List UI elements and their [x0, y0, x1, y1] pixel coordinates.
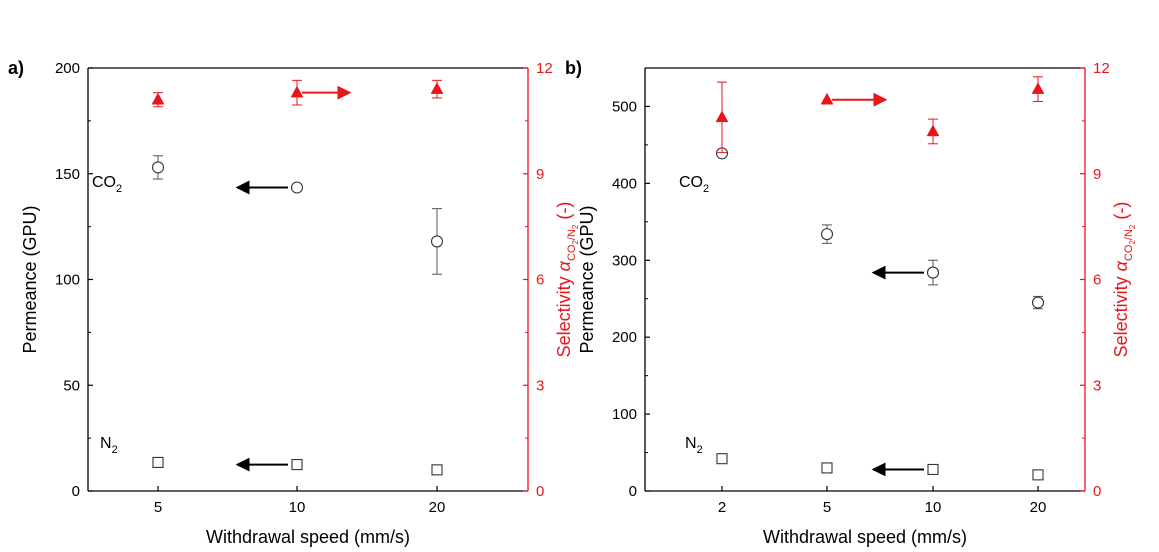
co2-data-point [820, 228, 834, 241]
x-tick-label: 2 [718, 499, 726, 516]
y-right-tick-label: 9 [1093, 166, 1101, 183]
n2-label: N2 [685, 435, 703, 456]
selectivity-data-point [1031, 82, 1045, 94]
co2-label-sub: 2 [116, 183, 122, 195]
n2-data-point [1032, 469, 1044, 481]
y-right-tick-label: 0 [536, 483, 544, 500]
selectivity-data-point [926, 124, 940, 137]
x-axis-label: Withdrawal speed (mm/s) [763, 527, 967, 547]
ylabel-alpha-symbol: α [1111, 260, 1131, 271]
y-left-tick-label: 0 [629, 483, 637, 500]
y-right-tick-label: 9 [536, 166, 544, 183]
y-right-tick-label: 3 [1093, 377, 1101, 394]
x-tick-label: 20 [429, 499, 446, 516]
ylabel-sub-co: CO [1123, 244, 1135, 261]
n2-label: N2 [100, 435, 118, 456]
x-tick-label: 10 [289, 499, 306, 516]
panel-label: b) [565, 58, 582, 78]
co2-data-point [430, 235, 444, 248]
y-right-axis-label: Selectivity αCO2/N2 (-) [1111, 202, 1137, 358]
ylabel-sub-co: CO [566, 244, 578, 261]
y-left-axis-label: Permeance (GPU) [20, 205, 40, 353]
n2-label-sub: 2 [112, 444, 118, 456]
co2-data-point [290, 181, 304, 194]
n2-label-sub: 2 [697, 444, 703, 456]
selectivity-data-point [430, 82, 444, 94]
n2-label-main: N [100, 435, 112, 452]
x-tick-label: 5 [823, 499, 831, 516]
y-right-tick-label: 6 [536, 272, 544, 289]
co2-label: CO2 [679, 174, 709, 195]
x-axis-label: Withdrawal speed (mm/s) [206, 527, 410, 547]
n2-data-point [291, 459, 303, 471]
co2-data-point [926, 266, 940, 279]
y-left-tick-label: 50 [63, 377, 80, 394]
co2-label-main: CO [679, 174, 703, 191]
y-left-tick-label: 150 [55, 166, 80, 183]
y-left-tick-label: 100 [55, 272, 80, 289]
ylabel-sub-2b: 2 [571, 224, 580, 229]
selectivity-data-point [151, 92, 165, 105]
panel-b: b) 0 100 200 300 400 500 0 3 6 9 12 2 5 10 20 Withdrawal… [565, 58, 1137, 547]
n2-data-point [431, 464, 443, 476]
panel-a: a) 0 50 100 150 200 0 3 6 9 12 5 10 20 Withdrawal spee… [8, 58, 580, 547]
co2-label-sub: 2 [703, 183, 709, 195]
y-left-tick-label: 0 [72, 483, 80, 500]
n2-data-point [716, 453, 728, 465]
co2-data-point [1031, 296, 1045, 309]
selectivity-data-point [820, 92, 834, 105]
y-right-tick-label: 6 [1093, 272, 1101, 289]
y-left-tick-label: 200 [55, 60, 80, 77]
ylabel-alpha-symbol: α [554, 260, 574, 271]
selectivity-data-point [290, 85, 304, 98]
x-tick-label: 5 [154, 499, 162, 516]
ylabel-prefix: Selectivity [1111, 271, 1131, 357]
n2-data-point [821, 462, 833, 474]
y-left-tick-label: 100 [612, 406, 637, 423]
ylabel-prefix: Selectivity [554, 271, 574, 357]
ylabel-suffix: (-) [554, 202, 574, 225]
ylabel-suffix: (-) [1111, 202, 1131, 225]
n2-label-main: N [685, 435, 697, 452]
y-left-axis-label: Permeance (GPU) [577, 205, 597, 353]
y-right-tick-label: 3 [536, 377, 544, 394]
y-right-tick-label: 12 [1093, 60, 1110, 77]
y-right-tick-label: 0 [1093, 483, 1101, 500]
co2-label: CO2 [92, 174, 122, 195]
n2-data-point [927, 463, 939, 476]
panel-label: a) [8, 58, 24, 78]
ylabel-sub-2b: 2 [1128, 224, 1137, 229]
n2-data-point [152, 456, 164, 468]
ylabel-sub-n: /N [566, 229, 578, 240]
y-left-tick-label: 500 [612, 98, 637, 115]
x-tick-label: 10 [925, 499, 942, 516]
ylabel-sub-n: /N [1123, 229, 1135, 240]
y-right-axis-label: Selectivity αCO2/N2 (-) [554, 202, 580, 358]
ylabel-sub-2a: 2 [1128, 240, 1137, 245]
y-left-tick-label: 200 [612, 329, 637, 346]
co2-data-point [151, 161, 165, 174]
y-right-tick-label: 12 [536, 60, 553, 77]
co2-label-main: CO [92, 174, 116, 191]
y-left-tick-label: 300 [612, 252, 637, 269]
x-tick-label: 20 [1030, 499, 1047, 516]
selectivity-data-point [715, 110, 729, 123]
y-left-tick-label: 400 [612, 175, 637, 192]
ylabel-sub-2a: 2 [571, 240, 580, 245]
